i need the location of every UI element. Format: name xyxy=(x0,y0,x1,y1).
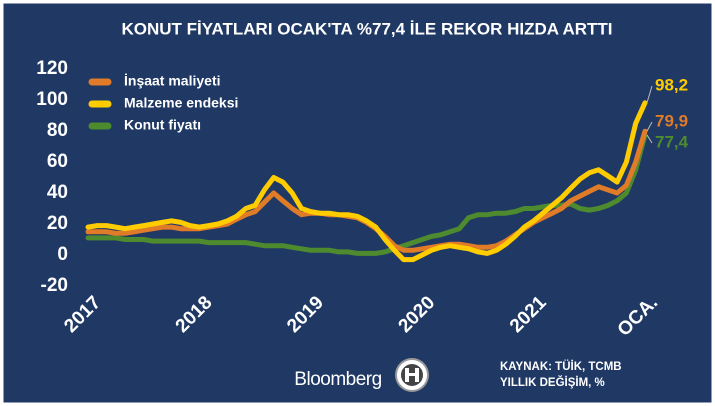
label-leader xyxy=(646,85,653,103)
y-tick-label: 40 xyxy=(47,182,68,203)
source: KAYNAK: TÜİK, TCMB xyxy=(500,360,622,373)
y-tick-label: 20 xyxy=(47,213,68,234)
legend-label: İnşaat maliyeti xyxy=(124,73,221,89)
brand: Bloomberg xyxy=(294,369,381,390)
y-tick-label: -20 xyxy=(41,275,68,296)
y-tick-label: 100 xyxy=(36,89,68,110)
legend-label: Konut fiyatı xyxy=(124,117,201,133)
data-label: 79,9 xyxy=(655,111,688,130)
data-label: 77,4 xyxy=(655,132,689,151)
logo xyxy=(395,358,429,392)
unit-note: YILLIK DEĞİŞİM, % xyxy=(500,376,605,389)
label-leader xyxy=(646,121,653,132)
legend-label: Malzeme endeksi xyxy=(124,95,238,111)
y-tick-label: 60 xyxy=(47,151,68,172)
y-tick-label: 80 xyxy=(47,120,68,141)
series-line xyxy=(85,100,648,263)
y-tick-label: 120 xyxy=(36,58,68,79)
data-label: 98,2 xyxy=(655,75,688,94)
chart-title: KONUT FİYATLARI OCAK'TA %77,4 İLE REKOR … xyxy=(121,19,612,38)
label-leader xyxy=(646,134,653,144)
y-tick-label: 0 xyxy=(57,244,68,265)
